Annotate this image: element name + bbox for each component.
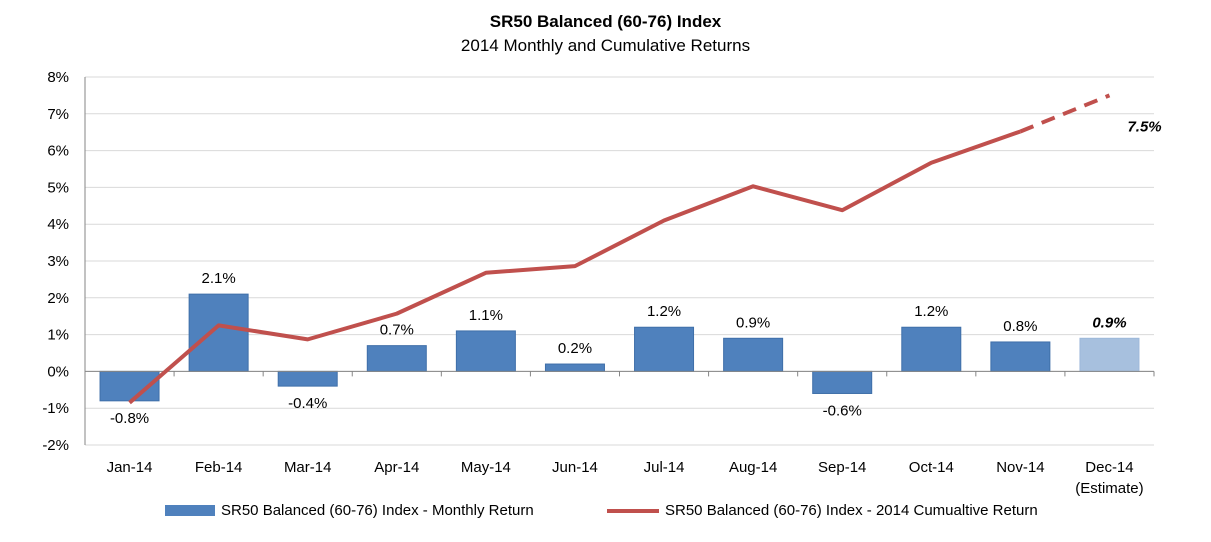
y-tick-label: -2%: [42, 437, 69, 454]
legend-swatch-line: [607, 508, 659, 513]
legend-item-monthly: SR50 Balanced (60-76) Index - Monthly Re…: [165, 502, 534, 519]
bar: [366, 345, 427, 372]
bar-data-label: 1.2%: [647, 303, 681, 320]
bar-data-label: -0.8%: [110, 410, 149, 427]
y-tick-label: 6%: [47, 143, 69, 160]
chart-title: SR50 Balanced (60-76) Index: [489, 12, 722, 31]
bar-data-label: 0.7%: [380, 322, 414, 339]
legend-label-cumulative: SR50 Balanced (60-76) Index - 2014 Cumua…: [665, 502, 1038, 519]
x-tick-label: Jun-14: [552, 459, 598, 476]
legend-label-monthly: SR50 Balanced (60-76) Index - Monthly Re…: [221, 502, 534, 519]
x-tick-label: Mar-14: [284, 459, 332, 476]
bar-data-label: -0.6%: [823, 402, 862, 419]
y-tick-label: 0%: [47, 363, 69, 380]
x-tick-label: May-14: [461, 459, 511, 476]
bar-data-label: 0.2%: [558, 340, 592, 357]
cumulative-end-label: 7.5%: [1127, 118, 1161, 135]
x-tick-label: Aug-14: [729, 459, 777, 476]
y-tick-label: 3%: [47, 253, 69, 270]
bar-data-label: -0.4%: [288, 395, 327, 412]
cumulative-line-estimate: [1019, 93, 1111, 134]
bar: [544, 363, 605, 372]
bar-data-label: 0.9%: [1092, 314, 1126, 331]
bar-data-label: 0.8%: [1003, 318, 1037, 335]
y-tick-label: 5%: [47, 179, 69, 196]
cumulative-line: [128, 129, 1022, 405]
bar: [812, 370, 873, 394]
x-tick-label: Jan-14: [107, 459, 153, 476]
x-tick-label: Nov-14: [996, 459, 1044, 476]
bar: [723, 337, 784, 372]
x-tick-label: Sep-14: [818, 459, 866, 476]
legend: SR50 Balanced (60-76) Index - Monthly Re…: [0, 502, 1211, 526]
x-tick-label: Oct-14: [909, 459, 954, 476]
bar-data-label: 0.9%: [736, 314, 770, 331]
bar: [455, 330, 516, 372]
bar: [188, 293, 249, 372]
y-tick-label: 1%: [47, 327, 69, 344]
bar-data-label: 2.1%: [202, 270, 236, 287]
bar: [277, 370, 338, 387]
x-tick-label: Apr-14: [374, 459, 419, 476]
legend-item-cumulative: SR50 Balanced (60-76) Index - 2014 Cumua…: [607, 502, 1038, 519]
bar-data-label: 1.1%: [469, 307, 503, 324]
bar: [634, 326, 695, 372]
bar-data-label: 1.2%: [914, 303, 948, 320]
y-tick-label: 7%: [47, 106, 69, 123]
y-tick-label: 8%: [47, 69, 69, 86]
x-tick-label: Dec-14: [1085, 459, 1133, 476]
x-tick-label: Feb-14: [195, 459, 243, 476]
chart-subtitle: 2014 Monthly and Cumulative Returns: [460, 36, 751, 55]
y-tick-label: -1%: [42, 400, 69, 417]
bar: [901, 326, 962, 372]
y-tick-label: 4%: [47, 216, 69, 233]
x-tick-sublabel: (Estimate): [1075, 480, 1143, 497]
y-tick-label: 2%: [47, 290, 69, 307]
bar: [990, 341, 1051, 372]
bar: [1079, 337, 1140, 372]
legend-swatch-bar: [165, 505, 215, 516]
x-tick-label: Jul-14: [644, 459, 685, 476]
